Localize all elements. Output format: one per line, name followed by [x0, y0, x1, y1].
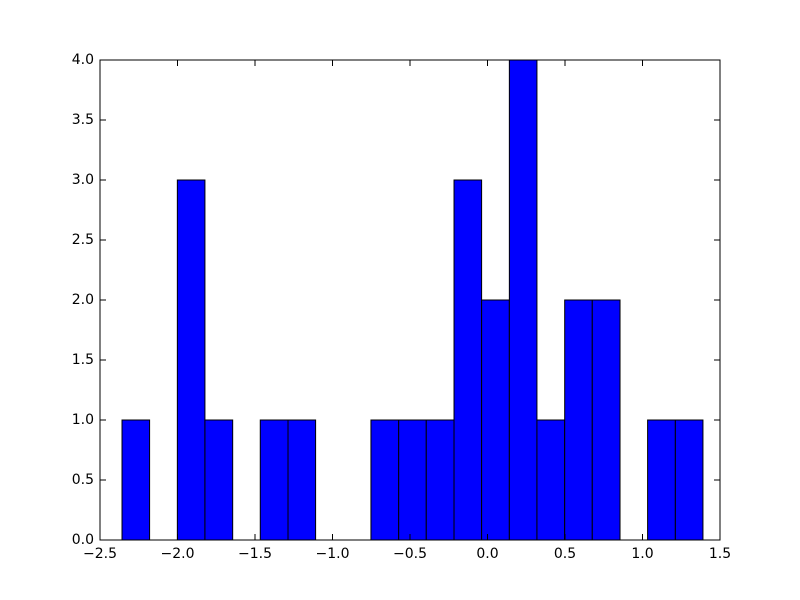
bar — [564, 299, 593, 541]
bar — [398, 419, 427, 541]
y-tick-label: 3.5 — [72, 112, 94, 128]
y-tick-label: 0.5 — [72, 472, 94, 488]
y-tick-label: 4.0 — [72, 52, 94, 68]
bar — [453, 179, 483, 541]
x-tick-label: −1.5 — [238, 546, 272, 562]
bar — [259, 419, 289, 541]
x-tick-label: −2.0 — [161, 546, 195, 562]
y-tick-label: 3.0 — [72, 172, 94, 188]
x-tick-label: 0.0 — [476, 546, 498, 562]
y-tick-label: 0.0 — [72, 532, 94, 548]
y-tick-label: 2.0 — [72, 292, 94, 308]
bar — [591, 299, 621, 541]
x-tick-label: −0.5 — [393, 546, 427, 562]
bar — [647, 419, 676, 541]
x-tick-label: 1.5 — [709, 546, 731, 562]
bar — [425, 419, 455, 541]
bar — [508, 59, 538, 541]
bar — [204, 419, 234, 541]
bar — [674, 419, 704, 541]
bar — [176, 179, 206, 541]
x-tick-label: 1.0 — [631, 546, 653, 562]
bar — [481, 299, 510, 541]
x-tick-label: 0.5 — [554, 546, 576, 562]
y-tick-label: 1.5 — [72, 352, 94, 368]
x-tick-label: −2.5 — [83, 546, 117, 562]
y-tick-label: 2.5 — [72, 232, 94, 248]
bar — [536, 419, 566, 541]
bar — [370, 419, 400, 541]
y-tick-label: 1.0 — [72, 412, 94, 428]
x-tick-label: −1.0 — [316, 546, 350, 562]
bar — [287, 419, 317, 541]
bar — [121, 419, 151, 541]
